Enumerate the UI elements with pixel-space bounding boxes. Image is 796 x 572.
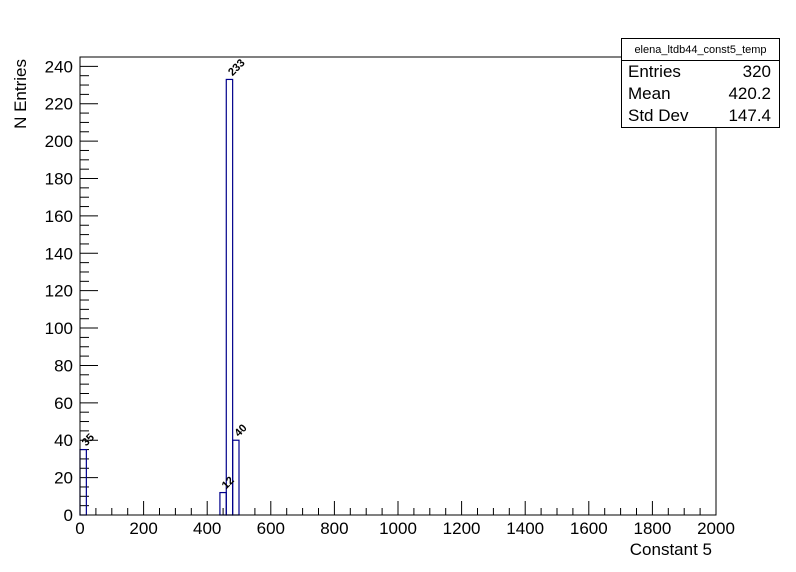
- x-tick-label: 800: [320, 519, 348, 538]
- plot-frame: [79, 56, 717, 516]
- stats-value: 420.2: [728, 84, 771, 103]
- y-axis-label: N Entries: [11, 59, 30, 129]
- stats-label: Mean: [628, 84, 671, 103]
- bar-value-label: 233: [226, 57, 247, 78]
- x-tick-label: 2000: [697, 519, 735, 538]
- stats-row-entries: Entries 320: [622, 61, 779, 83]
- x-tick-label: 600: [257, 519, 285, 538]
- bar-value-label: 12: [220, 475, 237, 492]
- y-tick-label: 120: [45, 282, 73, 301]
- stats-row-mean: Mean 420.2: [622, 83, 779, 105]
- x-tick-label: 1000: [379, 519, 417, 538]
- histogram-bars: [79, 78, 240, 516]
- y-tick-label: 100: [45, 319, 73, 338]
- y-tick-label: 140: [45, 244, 73, 263]
- y-tick-label: 40: [54, 431, 73, 450]
- stats-label: Entries: [628, 62, 681, 81]
- bar-value-label: 35: [80, 432, 97, 449]
- stats-row-stddev: Std Dev 147.4: [622, 105, 779, 127]
- stats-box: elena_ltdb44_const5_temp Entries 320 Mea…: [621, 38, 780, 128]
- y-axis-ticks: 0 20 40 60 80 100 120 140 160 180 200 220 240: [45, 56, 98, 525]
- x-tick-label: 200: [129, 519, 157, 538]
- stats-label: Std Dev: [628, 106, 689, 125]
- bar-labels: 35 12 233 40: [80, 57, 250, 492]
- y-tick-label: 180: [45, 170, 73, 189]
- histogram-bar: [225, 78, 234, 516]
- x-tick-label: 1800: [633, 519, 671, 538]
- y-tick-label: 240: [45, 57, 73, 76]
- x-tick-label: 0: [75, 519, 84, 538]
- y-tick-label: 60: [54, 394, 73, 413]
- x-axis-label: Constant 5: [630, 540, 712, 559]
- x-tick-label: 1600: [570, 519, 608, 538]
- y-tick-label: 220: [45, 95, 73, 114]
- y-tick-label: 160: [45, 207, 73, 226]
- x-tick-label: 1400: [506, 519, 544, 538]
- y-tick-label: 200: [45, 132, 73, 151]
- y-tick-label: 0: [64, 506, 73, 525]
- bar-value-label: 40: [232, 422, 249, 439]
- stats-value: 320: [742, 62, 771, 81]
- x-tick-label: 400: [193, 519, 221, 538]
- y-tick-label: 20: [54, 469, 73, 488]
- x-tick-label: 1200: [443, 519, 481, 538]
- y-tick-label: 80: [54, 356, 73, 375]
- histogram-bar: [232, 439, 240, 516]
- x-axis-ticks: 0 200 400 600 800 1000 1200 1400 1600 1800 2000: [75, 501, 735, 538]
- stats-title: elena_ltdb44_const5_temp: [622, 39, 779, 61]
- stats-value: 147.4: [728, 106, 771, 125]
